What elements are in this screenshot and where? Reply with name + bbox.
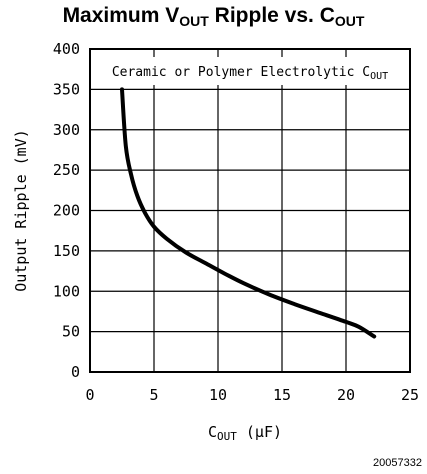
y-tick-label-3: 150 (53, 242, 80, 260)
x-axis-label: COUT (μF) (208, 423, 282, 443)
y-axis-label: Output Ripple (mV) (12, 129, 30, 292)
y-tick-label-5: 250 (53, 161, 80, 179)
y-tick-label-1: 50 (62, 323, 80, 341)
x-tick-label-5: 25 (401, 386, 419, 404)
annotation-box (96, 57, 404, 85)
x-tick-label-4: 20 (337, 386, 355, 404)
x-tick-labels: 0 5 10 15 20 25 (85, 386, 419, 404)
x-tick-label-3: 15 (273, 386, 291, 404)
y-tick-label-7: 350 (53, 80, 80, 98)
ripple-curve (120, 87, 377, 339)
x-tick-label-1: 5 (149, 386, 158, 404)
grid (89, 48, 411, 373)
x-tick-label-2: 10 (209, 386, 227, 404)
plot-frame (89, 48, 411, 373)
y-tick-labels: 0 50 100 150 200 250 300 350 400 (53, 40, 80, 381)
chart-title: Maximum VOUT Ripple vs. COUT (62, 4, 365, 29)
y-tick-label-0: 0 (71, 363, 80, 381)
annotation-label: Ceramic or Polymer Electrolytic COUT (112, 65, 388, 82)
y-tick-label-8: 400 (53, 40, 80, 58)
y-tick-label-6: 300 (53, 121, 80, 139)
y-tick-label-2: 100 (53, 282, 80, 300)
y-tick-label-4: 200 (53, 202, 80, 220)
figure-code: 20057332 (373, 457, 422, 469)
x-tick-label-0: 0 (85, 386, 94, 404)
